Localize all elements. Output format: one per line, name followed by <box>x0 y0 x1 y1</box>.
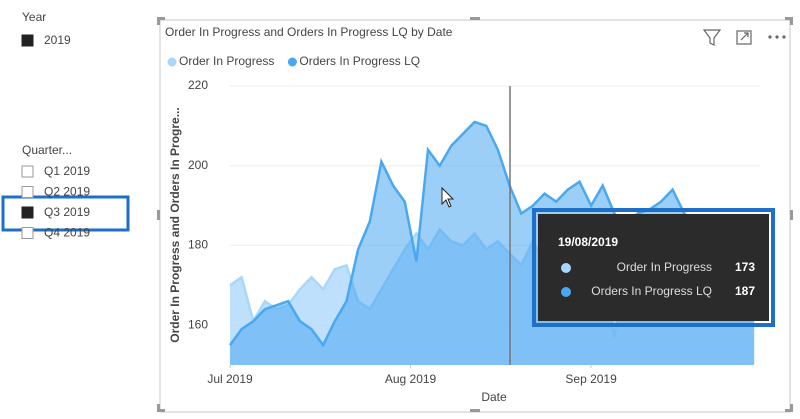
y-tick-label: 220 <box>188 78 208 92</box>
visual-header-icons[interactable] <box>702 29 786 46</box>
slicer-title: Year <box>22 10 46 24</box>
slicer-item[interactable]: Q4 2019 <box>44 226 90 240</box>
checkbox[interactable] <box>21 165 34 178</box>
legend-label: Orders In Progress LQ <box>299 54 420 68</box>
legend-marker <box>167 57 177 67</box>
legend-label: Order In Progress <box>179 54 274 68</box>
checkbox[interactable] <box>21 34 34 47</box>
x-axis-title: Date <box>481 390 507 404</box>
y-tick-label: 180 <box>188 238 208 252</box>
tooltip-date: 19/08/2019 <box>558 235 618 249</box>
slicer-item[interactable]: 2019 <box>44 33 71 47</box>
x-tick-label: Jul 2019 <box>207 372 253 386</box>
x-tick-label: Sep 2019 <box>565 372 617 386</box>
tooltip-marker <box>561 263 571 273</box>
x-tick-label: Aug 2019 <box>385 372 437 386</box>
tooltip-label: Order In Progress <box>617 260 712 274</box>
tooltip-value: 187 <box>735 284 755 298</box>
checkbox[interactable] <box>21 186 34 198</box>
line <box>228 120 755 348</box>
highlight-box <box>1 195 130 232</box>
resize-handles <box>157 17 793 412</box>
slicer-item[interactable]: Q1 2019 <box>44 164 90 178</box>
slicer-item[interactable]: Q2 2019 <box>44 185 90 199</box>
legend-marker <box>287 57 297 67</box>
y-axis-title: Order In Progress and Orders In Progre..… <box>168 107 182 342</box>
checkbox[interactable] <box>21 227 34 239</box>
checkbox[interactable] <box>21 206 34 219</box>
mouse-cursor <box>441 186 455 208</box>
tooltip-rows: Order In Progress 173 Orders In Progress L… <box>561 260 755 298</box>
tooltip <box>538 214 769 321</box>
chart-title: Order In Progress and Orders In Progress… <box>165 25 453 39</box>
tooltip-highlight <box>532 208 775 327</box>
y-tick-label: 160 <box>188 317 208 331</box>
slicer-title: Quarter... <box>22 143 72 157</box>
slicer-item[interactable]: Q3 2019 <box>44 205 90 219</box>
tooltip-label: Orders In Progress LQ <box>591 284 712 298</box>
tooltip-value: 173 <box>735 260 755 274</box>
y-tick-label: 200 <box>188 158 208 172</box>
tooltip-marker <box>561 287 571 297</box>
